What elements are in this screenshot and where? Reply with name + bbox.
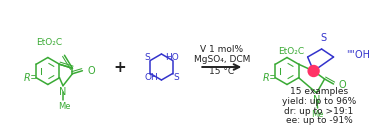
Text: OH: OH xyxy=(144,72,158,82)
Text: dr: up to >19:1: dr: up to >19:1 xyxy=(284,106,354,115)
Text: EtO₂C: EtO₂C xyxy=(36,38,63,47)
Text: yield: up to 96%: yield: up to 96% xyxy=(282,97,356,106)
Text: HO: HO xyxy=(165,52,179,62)
Text: ee: up to -91%: ee: up to -91% xyxy=(285,116,352,125)
Text: V 1 mol%: V 1 mol% xyxy=(200,45,243,54)
Text: MgSO₄, DCM: MgSO₄, DCM xyxy=(193,55,250,64)
Text: S: S xyxy=(173,72,179,82)
Text: S: S xyxy=(144,52,150,62)
Text: R: R xyxy=(263,73,270,83)
Text: S: S xyxy=(320,33,326,43)
Text: R: R xyxy=(23,73,30,83)
Text: 15 examples: 15 examples xyxy=(290,88,348,96)
Text: Me: Me xyxy=(311,110,324,119)
Text: ""OH: ""OH xyxy=(346,50,371,60)
Circle shape xyxy=(308,65,319,76)
Text: O: O xyxy=(87,66,95,76)
Text: N: N xyxy=(313,95,320,105)
Text: Me: Me xyxy=(58,102,70,111)
Text: O: O xyxy=(339,80,346,90)
Text: 15 °C: 15 °C xyxy=(209,66,234,75)
Text: EtO₂C: EtO₂C xyxy=(279,48,305,56)
Text: N: N xyxy=(59,87,67,97)
Text: +: + xyxy=(113,59,126,75)
